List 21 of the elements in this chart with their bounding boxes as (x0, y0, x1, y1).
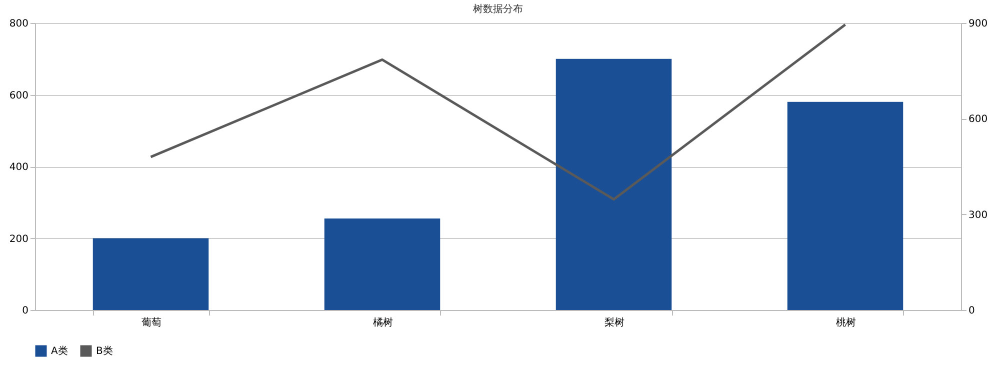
legend-label: A类 (51, 345, 68, 357)
y-tick-label: 200 (9, 234, 28, 245)
y2-tick-label: 900 (968, 18, 988, 30)
y-tick-label: 400 (9, 162, 28, 173)
x-tick-label: 梨树 (604, 316, 624, 328)
y2-tick-label: 600 (968, 114, 988, 126)
bar (324, 218, 440, 310)
y-tick-label: 600 (9, 90, 28, 102)
legend-label: B类 (96, 345, 113, 357)
chart-title: 树数据分布 (473, 3, 523, 15)
x-tick-label: 桃树 (836, 316, 856, 328)
bar (787, 102, 904, 310)
y2-tick-label: 300 (968, 210, 988, 221)
bar (92, 238, 209, 310)
y2-tick-label: 0 (968, 306, 975, 316)
bar (556, 58, 672, 310)
x-tick-label: 橘树 (372, 316, 393, 328)
y-tick-label: 800 (9, 18, 28, 30)
y-tick-label: 0 (22, 306, 28, 316)
x-tick-label: 葡萄 (141, 316, 162, 328)
line-series (150, 23, 846, 201)
